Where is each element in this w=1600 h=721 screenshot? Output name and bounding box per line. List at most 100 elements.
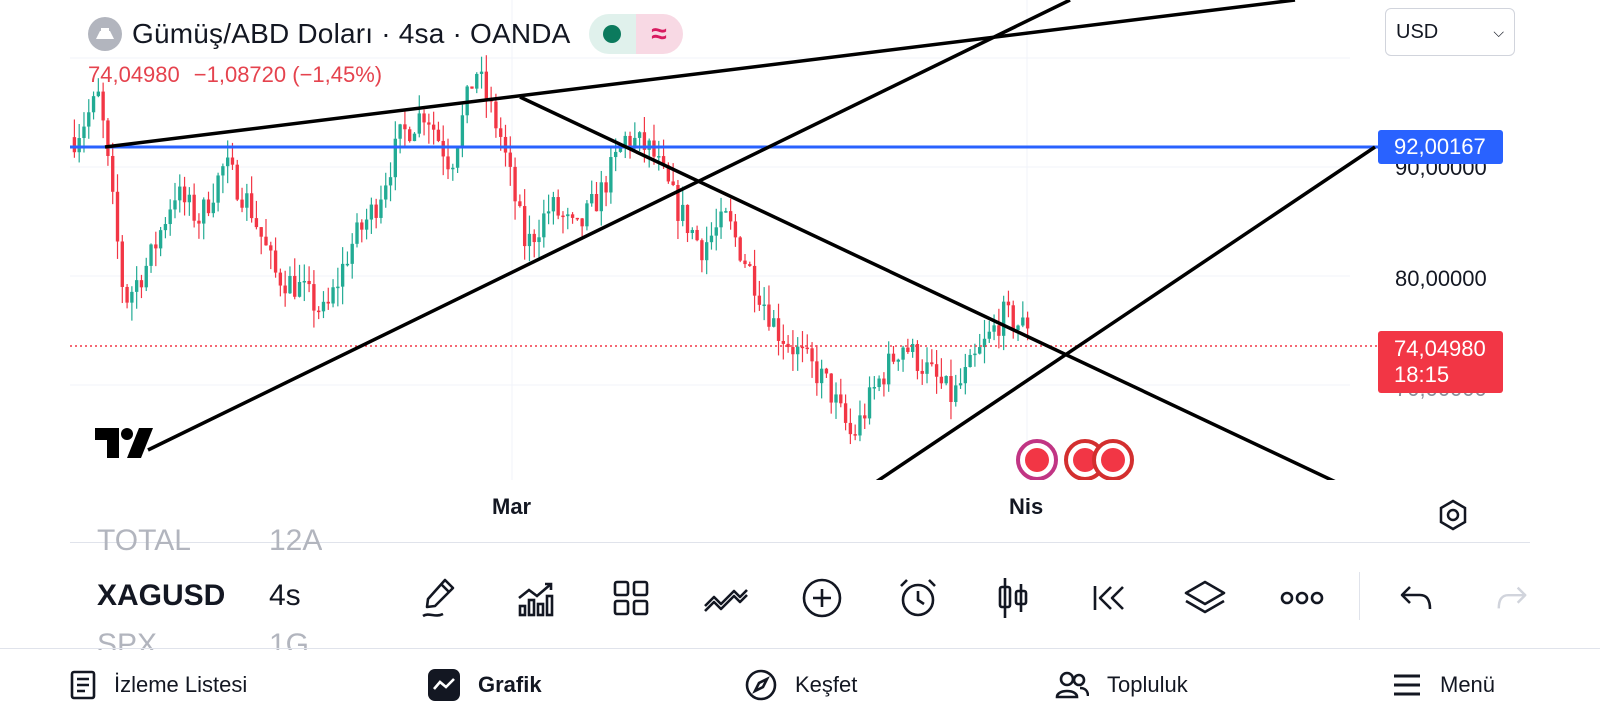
currency-select[interactable]: USD ⌵ [1385,8,1515,56]
candle [704,242,709,261]
candle [772,318,776,327]
nav-community-label: Topluluk [1107,672,1188,697]
rising-channel-line[interactable] [147,0,1071,452]
nav-watchlist[interactable]: İzleme Listesi [70,667,247,703]
draw-pencil-button[interactable] [415,574,463,622]
layouts-icon [613,580,649,616]
candle [158,230,163,249]
bottom-navigation: İzleme Listesi Grafik Keşfet Topluluk Me… [0,648,1600,721]
candle [882,378,886,385]
watchlist-row[interactable]: TOTAL 12A [97,528,322,558]
candle [168,209,172,225]
price-chart[interactable] [0,0,1600,480]
more-button[interactable] [1278,574,1326,622]
candle [776,318,781,341]
candle [542,213,546,238]
candle [182,186,187,203]
price-change: −1,08720 (−1,45%) [193,62,383,87]
candle [843,403,848,423]
candle [154,244,158,249]
descending-trend-line[interactable] [519,95,1340,480]
candle [891,353,896,362]
candle [642,132,647,150]
candle [609,157,613,193]
candle [594,194,599,212]
nav-explore-label: Keşfet [795,672,858,697]
candle [302,280,306,283]
candle [637,132,642,138]
candle [326,301,330,304]
candle [245,193,249,208]
chart-settings-icon[interactable] [1437,499,1469,531]
candle [805,347,809,350]
lower-rising-line[interactable] [873,145,1376,480]
candle [863,415,867,419]
replay-button[interactable] [1085,574,1133,622]
candle [273,250,278,273]
candle [436,129,441,141]
drawings-button[interactable] [702,574,750,622]
candle [417,113,421,134]
layouts-button[interactable] [607,574,655,622]
candle [240,199,244,208]
watchlist-row[interactable]: SPX 1G [97,628,309,650]
watchlist-interval: 12A [269,528,323,557]
layers-button[interactable] [1181,574,1229,622]
chart-header: Gümüş/ABD Doları · 4sa · OANDA ≈ [88,12,683,56]
us-flag-icon-inner [1073,448,1097,472]
watchlist-row-active[interactable]: XAGUSD 4s [97,579,301,613]
chevron-down-icon: ⌵ [1493,23,1504,40]
candle [173,200,177,210]
trend-lines[interactable] [104,0,1376,480]
candle [752,265,757,296]
candle [896,359,900,362]
candle [623,135,627,147]
symbol-title[interactable]: Gümüş/ABD Doları · 4sa · OANDA [132,18,571,49]
candle [666,165,671,182]
candle [455,147,460,168]
last-price-tag: 74,04980 18:15 [1378,331,1503,393]
nav-menu[interactable]: Menü [1392,667,1495,703]
candle [288,275,292,294]
status-pill[interactable]: ≈ [588,14,683,54]
nav-community[interactable]: Topluluk [1055,667,1188,703]
event-icons[interactable] [1016,439,1134,480]
candle [187,194,192,203]
undo-icon [1400,586,1432,610]
redo-button[interactable] [1495,574,1529,622]
add-button[interactable] [798,574,846,622]
candle [580,218,584,227]
indicators-button[interactable] [511,574,559,622]
candle [685,204,690,234]
candle [345,263,350,266]
alert-button[interactable] [894,574,942,622]
candle [317,310,321,313]
candle [355,222,359,244]
level-price-tag[interactable]: 92,00167 [1378,130,1503,164]
us-flag-icon-inner [1025,448,1049,472]
candle [91,96,96,113]
more-icon [1280,591,1324,605]
candle [422,113,426,123]
candle [982,338,987,348]
candle [518,201,522,207]
candles-icon [998,578,1028,618]
candle [676,185,680,221]
candle [321,301,326,312]
candle [115,191,120,242]
chart-icon [428,669,460,701]
chart-type-button[interactable] [989,574,1037,622]
candle [307,280,311,285]
candle [537,237,541,243]
upper-channel-line[interactable] [104,0,1296,149]
candle [724,211,728,213]
nav-explore[interactable]: Keşfet [745,667,857,703]
candle [920,370,924,374]
undo-button[interactable] [1392,574,1440,622]
candle [819,368,824,384]
candle [561,215,565,218]
candle [197,220,201,224]
watchlist-interval: 1G [269,628,310,650]
nav-chart[interactable]: Grafik [428,667,542,703]
candle [681,204,685,221]
